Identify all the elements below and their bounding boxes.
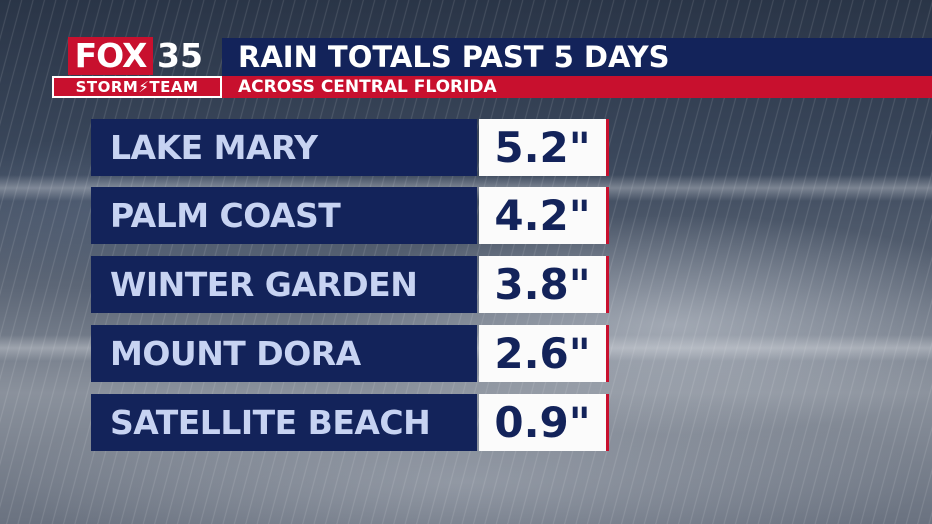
list-item: PALM COAST 4.2" bbox=[91, 187, 609, 244]
rain-total-value: 3.8" bbox=[479, 256, 606, 313]
rain-total-value: 4.2" bbox=[479, 187, 606, 244]
red-accent-stripe bbox=[606, 256, 609, 313]
title-bar: RAIN TOTALS PAST 5 DAYS bbox=[222, 38, 932, 76]
rain-total-value: 2.6" bbox=[479, 325, 606, 382]
list-item: MOUNT DORA 2.6" bbox=[91, 325, 609, 382]
logo-brand: FOX bbox=[68, 37, 153, 75]
red-accent-stripe bbox=[606, 325, 609, 382]
red-accent-stripe bbox=[606, 187, 609, 244]
rain-total-value: 0.9" bbox=[479, 394, 606, 451]
location-label: WINTER GARDEN bbox=[91, 256, 477, 313]
red-accent-stripe bbox=[606, 394, 609, 451]
location-label: MOUNT DORA bbox=[91, 325, 477, 382]
location-label: SATELLITE BEACH bbox=[91, 394, 477, 451]
list-item: WINTER GARDEN 3.8" bbox=[91, 256, 609, 313]
page-subtitle: ACROSS CENTRAL FLORIDA bbox=[238, 77, 497, 97]
red-accent-stripe bbox=[606, 119, 609, 176]
subtitle-bar: ACROSS CENTRAL FLORIDA bbox=[222, 76, 932, 98]
location-label: PALM COAST bbox=[91, 187, 477, 244]
location-label: LAKE MARY bbox=[91, 119, 477, 176]
logo-team: STORM⚡TEAM bbox=[52, 76, 222, 98]
rain-total-value: 5.2" bbox=[479, 119, 606, 176]
page-title: RAIN TOTALS PAST 5 DAYS bbox=[238, 40, 670, 74]
list-item: SATELLITE BEACH 0.9" bbox=[91, 394, 609, 451]
list-item: LAKE MARY 5.2" bbox=[91, 119, 609, 176]
logo-channel: 35 bbox=[157, 36, 203, 75]
fox35-storm-team-logo: FOX 35 STORM⚡TEAM bbox=[52, 37, 222, 98]
